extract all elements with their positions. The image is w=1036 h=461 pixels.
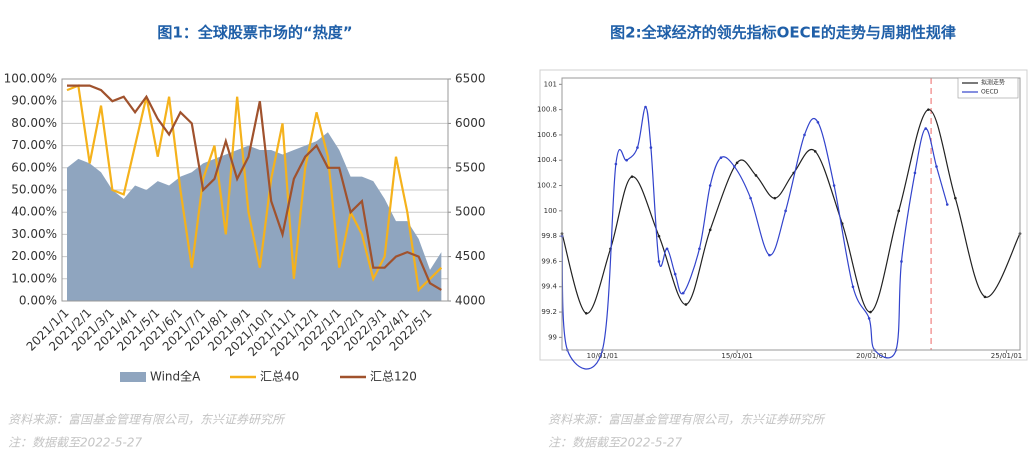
point <box>803 133 806 137</box>
point <box>708 228 712 232</box>
point <box>935 165 938 168</box>
point <box>681 291 685 295</box>
y-tick-label: 90.00% <box>11 94 57 108</box>
chart-title: 图1：全球股票市场的“热度” <box>157 24 352 42</box>
point <box>816 120 820 124</box>
legend-label: 汇总120 <box>370 370 417 384</box>
point <box>636 146 639 149</box>
point <box>900 260 903 263</box>
point <box>673 272 677 276</box>
point <box>813 150 817 153</box>
y-tick-label: 50.00% <box>11 183 57 197</box>
y-tick-label: 80.00% <box>11 116 57 130</box>
x-tick-label: 15/01/01 <box>721 352 752 360</box>
point <box>773 196 777 200</box>
area <box>67 132 442 301</box>
point <box>657 260 661 263</box>
y2-tick-label: 6500 <box>455 72 486 86</box>
y-tick-label: 0.00% <box>19 294 57 308</box>
point <box>625 158 628 162</box>
y-tick-label: 30.00% <box>11 227 57 241</box>
y-tick-label: 101 <box>544 80 557 88</box>
point <box>614 162 618 166</box>
x-tick-label: 20/01/01 <box>856 352 887 360</box>
point <box>630 175 634 178</box>
chart2-frame <box>539 69 1028 361</box>
legend-swatch <box>120 372 146 382</box>
chart-title: 图2:全球经济的领先指标OECE的走势与周期性规律 <box>610 24 956 42</box>
y2-tick-label: 6000 <box>455 116 486 130</box>
point <box>897 209 901 213</box>
y-tick-label: 99 <box>548 333 557 341</box>
y-tick-label: 100.4 <box>537 156 558 164</box>
y-tick-label: 60.00% <box>11 160 57 174</box>
point <box>927 108 930 111</box>
source-note: 资料来源：富国基金管理有限公司，东兴证券研究所 <box>8 413 286 427</box>
point <box>644 105 647 109</box>
y-tick-label: 99.8 <box>541 232 557 240</box>
point <box>867 317 871 320</box>
point <box>945 203 949 206</box>
legend-label: 拟测走势 <box>981 79 1005 87</box>
y-tick-label: 40.00% <box>11 205 57 219</box>
y-tick-label: 20.00% <box>11 249 57 263</box>
point <box>584 312 588 315</box>
point <box>649 146 653 149</box>
legend-label: Wind全A <box>150 369 201 384</box>
point <box>983 295 987 299</box>
point <box>657 234 661 238</box>
y-tick-label: 100.2 <box>537 182 557 190</box>
point <box>698 247 701 251</box>
point <box>749 196 752 200</box>
y-tick-label: 99.6 <box>541 257 557 265</box>
point <box>754 174 758 177</box>
point <box>708 184 712 187</box>
y2-tick-label: 4500 <box>455 249 486 263</box>
plot-frame <box>61 78 449 302</box>
y-tick-label: 100.6 <box>537 131 558 139</box>
y-tick-label: 100.8 <box>537 106 557 114</box>
source-note: 资料来源：富国基金管理有限公司，东兴证券研究所 <box>548 413 826 427</box>
y-tick-label: 70.00% <box>11 138 57 152</box>
x-tick-label: 25/01/01 <box>991 352 1022 360</box>
y-tick-label: 100.00% <box>4 72 57 86</box>
source-note: 注：数据截至2022-5-27 <box>8 436 142 450</box>
source-note: 注：数据截至2022-5-27 <box>548 436 682 450</box>
y-tick-label: 10.00% <box>11 271 57 285</box>
point <box>954 196 957 200</box>
y-tick-label: 99.4 <box>541 283 557 291</box>
plot-frame <box>561 77 1021 351</box>
point <box>832 184 836 187</box>
point <box>784 209 787 213</box>
x-tick-label: 10/01/01 <box>587 352 618 360</box>
line <box>67 84 442 291</box>
y2-tick-label: 4000 <box>455 294 486 308</box>
point <box>913 171 917 175</box>
legend-label: 汇总40 <box>260 370 299 384</box>
point <box>684 303 688 306</box>
point <box>768 253 771 257</box>
point <box>733 165 736 168</box>
point <box>924 127 928 130</box>
y-tick-label: 100 <box>544 207 557 215</box>
y2-tick-label: 5500 <box>455 160 486 174</box>
legend-label: OECD <box>981 89 999 96</box>
y2-tick-label: 5000 <box>455 205 486 219</box>
point <box>665 247 669 251</box>
y-tick-label: 99.2 <box>541 308 557 316</box>
point <box>869 310 872 314</box>
point <box>851 285 855 289</box>
point <box>719 156 723 160</box>
point <box>735 161 739 165</box>
